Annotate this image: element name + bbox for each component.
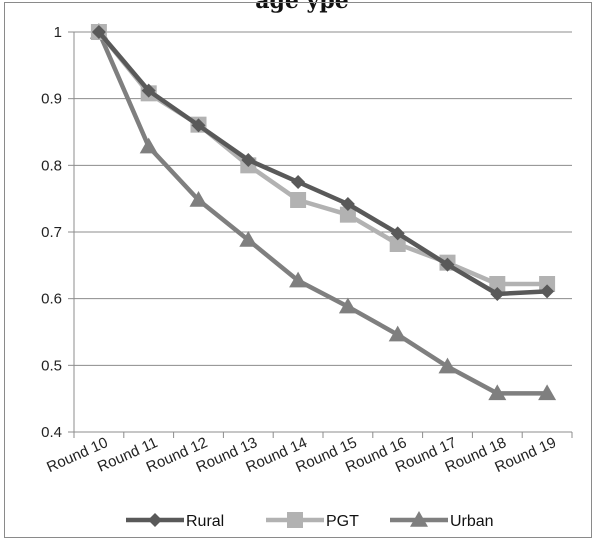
y-tick-label: 0.5 [41,357,62,374]
triangle-marker [438,357,457,374]
triangle-marker [338,297,357,314]
series-line [97,30,548,287]
square-marker [539,276,556,292]
series-line [97,30,548,297]
diamond-marker [91,25,106,39]
y-axis-tick-labels: 0.4 0.5 0.6 0.7 0.8 0.9 1 [41,24,62,441]
triangle-marker [189,191,208,207]
legend-label: PGT [326,513,359,530]
series-layer [89,23,557,401]
legend-item-pgt: PGT [266,512,359,530]
triangle-marker [239,231,258,247]
series-rural [91,25,555,301]
triangle-marker [388,325,407,342]
cropped-title-text: age ype [255,0,349,14]
diamond-marker [241,153,256,167]
x-axis [73,32,573,438]
legend-item-urban: Urban [390,511,494,530]
legend-label: Urban [450,513,494,530]
legend-label: Rural [186,513,224,530]
legend-item-rural: Rural [126,513,224,530]
square-marker [389,236,406,252]
diamond-marker [490,287,505,301]
triangle-marker [410,511,428,527]
triangle-marker [488,384,507,401]
y-tick-label: 0.4 [41,424,62,441]
y-tick-label: 1 [54,24,62,41]
chart-frame [4,2,592,538]
legend: Rural PGT Urban [126,511,494,530]
y-tick-label: 0.8 [41,157,62,174]
diamond-marker [340,197,355,211]
diamond-marker [540,284,555,299]
triangle-marker [289,271,308,288]
square-marker [287,512,303,528]
square-marker [290,192,307,208]
y-tick-label: 0.7 [41,224,62,241]
series-line [96,31,548,396]
triangle-marker [139,137,158,154]
diamond-marker [148,513,162,527]
y-tick-label: 0.6 [41,291,62,308]
series-urban [89,23,557,401]
diamond-marker [440,257,455,272]
diamond-marker [141,83,156,98]
diamond-marker [191,118,206,133]
triangle-marker [538,384,557,401]
square-marker [489,276,506,292]
square-marker [339,206,356,223]
diamond-marker [390,226,405,241]
y-tick-label: 0.9 [41,91,62,108]
cropped-title-strip: age ype [0,0,600,18]
diamond-marker [291,175,306,189]
